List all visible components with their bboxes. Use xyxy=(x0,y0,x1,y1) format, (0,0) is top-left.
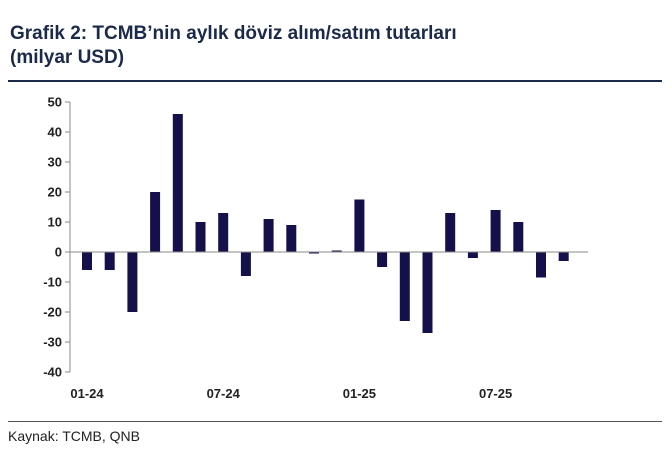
y-tick-label: -20 xyxy=(43,305,62,320)
bar-11-24 xyxy=(309,252,319,254)
bar-07-24 xyxy=(218,213,229,252)
bar-04-25 xyxy=(422,252,433,333)
x-tick-label: 07-24 xyxy=(207,386,241,401)
y-axis: 50 40 30 20 10 0 -10 -20 -30 -40 xyxy=(43,95,71,380)
bar-06-24 xyxy=(195,222,206,252)
y-tick-label: -40 xyxy=(43,365,62,380)
footer-divider xyxy=(8,421,662,422)
bar-02-24 xyxy=(104,252,115,270)
bar-09-24 xyxy=(263,219,274,252)
y-tick-label: -30 xyxy=(43,335,62,350)
x-tick-label: 07-25 xyxy=(479,386,512,401)
y-tick-label: 40 xyxy=(48,125,62,140)
y-tick-label: 20 xyxy=(48,185,62,200)
bars xyxy=(82,114,569,333)
x-tick-label: 01-24 xyxy=(70,386,104,401)
chart-title: Grafik 2: TCMB’nin aylık döviz alım/satı… xyxy=(10,22,660,70)
y-tick-label: 10 xyxy=(48,215,62,230)
bar-02-25 xyxy=(377,252,388,267)
bar-08-24 xyxy=(240,252,251,276)
bar-12-24 xyxy=(331,250,342,252)
bar-03-24 xyxy=(127,252,138,312)
bar-06-25 xyxy=(467,252,478,258)
bar-10-25 xyxy=(558,252,569,261)
bar-05-25 xyxy=(445,213,456,252)
bar-07-25 xyxy=(490,210,501,252)
chart-title-line-1: Grafik 2: TCMB’nin aylık döviz alım/satı… xyxy=(10,23,457,44)
y-tick-label: 50 xyxy=(48,95,62,110)
bar-10-24 xyxy=(286,225,297,252)
chart-title-line-2: (milyar USD) xyxy=(10,47,125,68)
bar-05-24 xyxy=(172,114,183,252)
bar-09-25 xyxy=(536,252,546,278)
source-note: Kaynak: TCMB, QNB xyxy=(8,428,141,444)
bar-08-25 xyxy=(513,222,524,252)
bar-03-25 xyxy=(399,252,410,321)
bar-04-24 xyxy=(150,192,161,252)
bar-01-24 xyxy=(82,252,92,270)
y-tick-label: 0 xyxy=(55,245,62,260)
y-tick-label: 30 xyxy=(48,155,62,170)
title-divider xyxy=(8,80,662,82)
bar-01-25 xyxy=(354,199,365,252)
x-tick-label: 01-25 xyxy=(343,386,376,401)
x-axis: 01-24 07-24 01-25 07-25 xyxy=(70,251,588,401)
y-tick-label: -10 xyxy=(43,275,62,290)
